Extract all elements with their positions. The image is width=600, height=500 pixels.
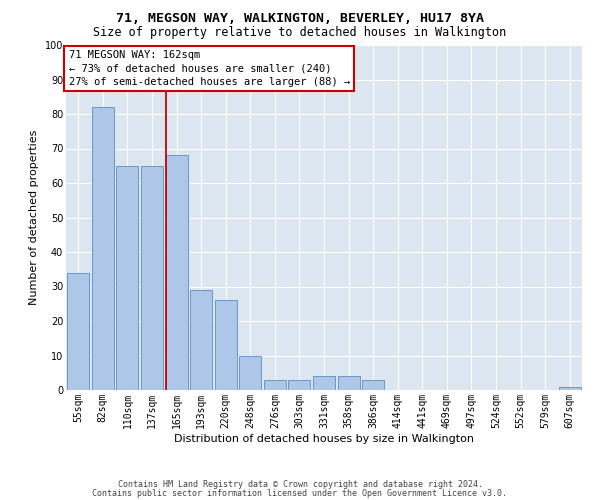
Bar xyxy=(141,166,163,390)
X-axis label: Distribution of detached houses by size in Walkington: Distribution of detached houses by size … xyxy=(174,434,474,444)
Text: Contains public sector information licensed under the Open Government Licence v3: Contains public sector information licen… xyxy=(92,488,508,498)
Bar xyxy=(67,272,89,390)
Bar xyxy=(116,166,139,390)
Text: 71, MEGSON WAY, WALKINGTON, BEVERLEY, HU17 8YA: 71, MEGSON WAY, WALKINGTON, BEVERLEY, HU… xyxy=(116,12,484,26)
Bar xyxy=(215,300,237,390)
Bar xyxy=(190,290,212,390)
Bar xyxy=(289,380,310,390)
Bar xyxy=(264,380,286,390)
Bar xyxy=(166,156,188,390)
Bar xyxy=(313,376,335,390)
Text: 71 MEGSON WAY: 162sqm
← 73% of detached houses are smaller (240)
27% of semi-det: 71 MEGSON WAY: 162sqm ← 73% of detached … xyxy=(68,50,350,86)
Bar xyxy=(338,376,359,390)
Y-axis label: Number of detached properties: Number of detached properties xyxy=(29,130,39,305)
Bar xyxy=(239,356,262,390)
Bar xyxy=(362,380,384,390)
Bar xyxy=(559,386,581,390)
Bar xyxy=(92,107,114,390)
Text: Size of property relative to detached houses in Walkington: Size of property relative to detached ho… xyxy=(94,26,506,39)
Text: Contains HM Land Registry data © Crown copyright and database right 2024.: Contains HM Land Registry data © Crown c… xyxy=(118,480,482,489)
